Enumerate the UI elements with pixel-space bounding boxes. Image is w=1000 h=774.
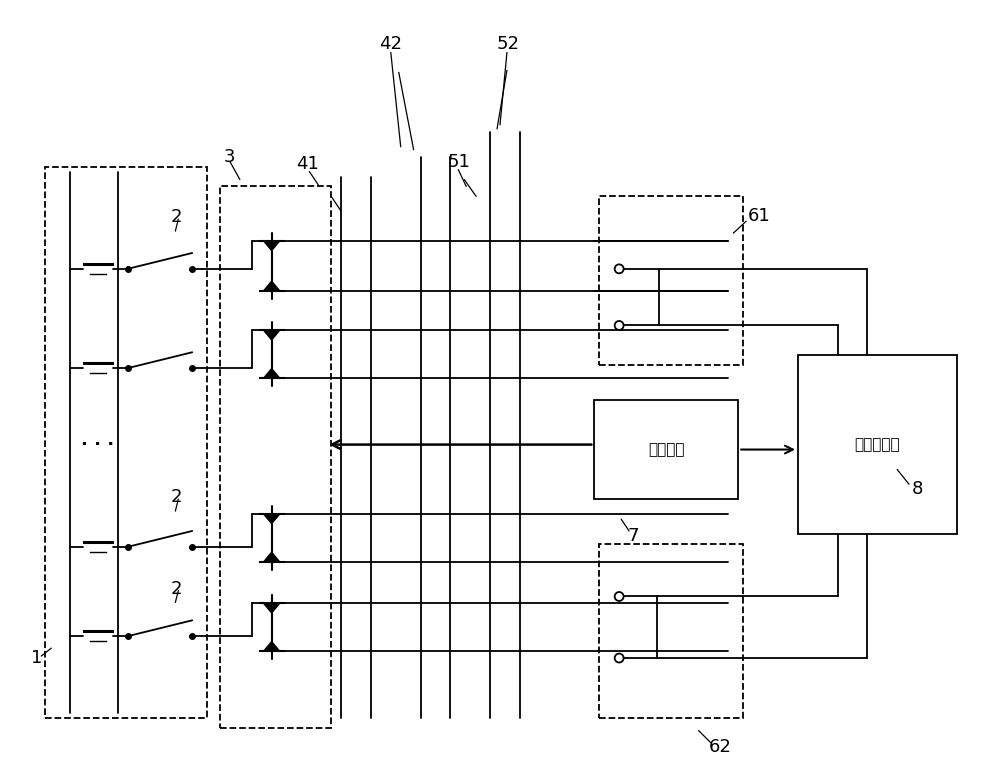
Text: · · ·: · · · (81, 436, 114, 454)
Text: 2: 2 (170, 208, 182, 226)
Polygon shape (264, 241, 280, 251)
Text: 8: 8 (912, 480, 923, 498)
Text: 正激变换器: 正激变换器 (854, 437, 900, 452)
Bar (220, 187, 331, 728)
Text: 42: 42 (379, 36, 402, 53)
Polygon shape (264, 514, 280, 524)
Text: 2: 2 (170, 580, 182, 598)
Polygon shape (264, 330, 280, 340)
Bar (599, 544, 743, 717)
Polygon shape (264, 281, 280, 291)
Text: 62: 62 (708, 738, 731, 756)
Text: 微控制器: 微控制器 (648, 442, 685, 457)
Text: 41: 41 (296, 155, 319, 173)
Text: 1: 1 (31, 649, 43, 667)
Bar (599, 197, 743, 365)
Text: 2: 2 (170, 488, 182, 506)
Text: 3: 3 (224, 148, 235, 166)
Bar (594, 400, 738, 499)
Text: 7: 7 (627, 527, 639, 545)
Text: 61: 61 (748, 207, 771, 225)
Text: 51: 51 (447, 152, 470, 170)
Bar (45, 166, 207, 717)
Polygon shape (264, 368, 280, 378)
Polygon shape (264, 604, 280, 613)
Polygon shape (264, 642, 280, 651)
Bar (798, 355, 957, 534)
Polygon shape (264, 552, 280, 562)
Text: 52: 52 (497, 36, 520, 53)
